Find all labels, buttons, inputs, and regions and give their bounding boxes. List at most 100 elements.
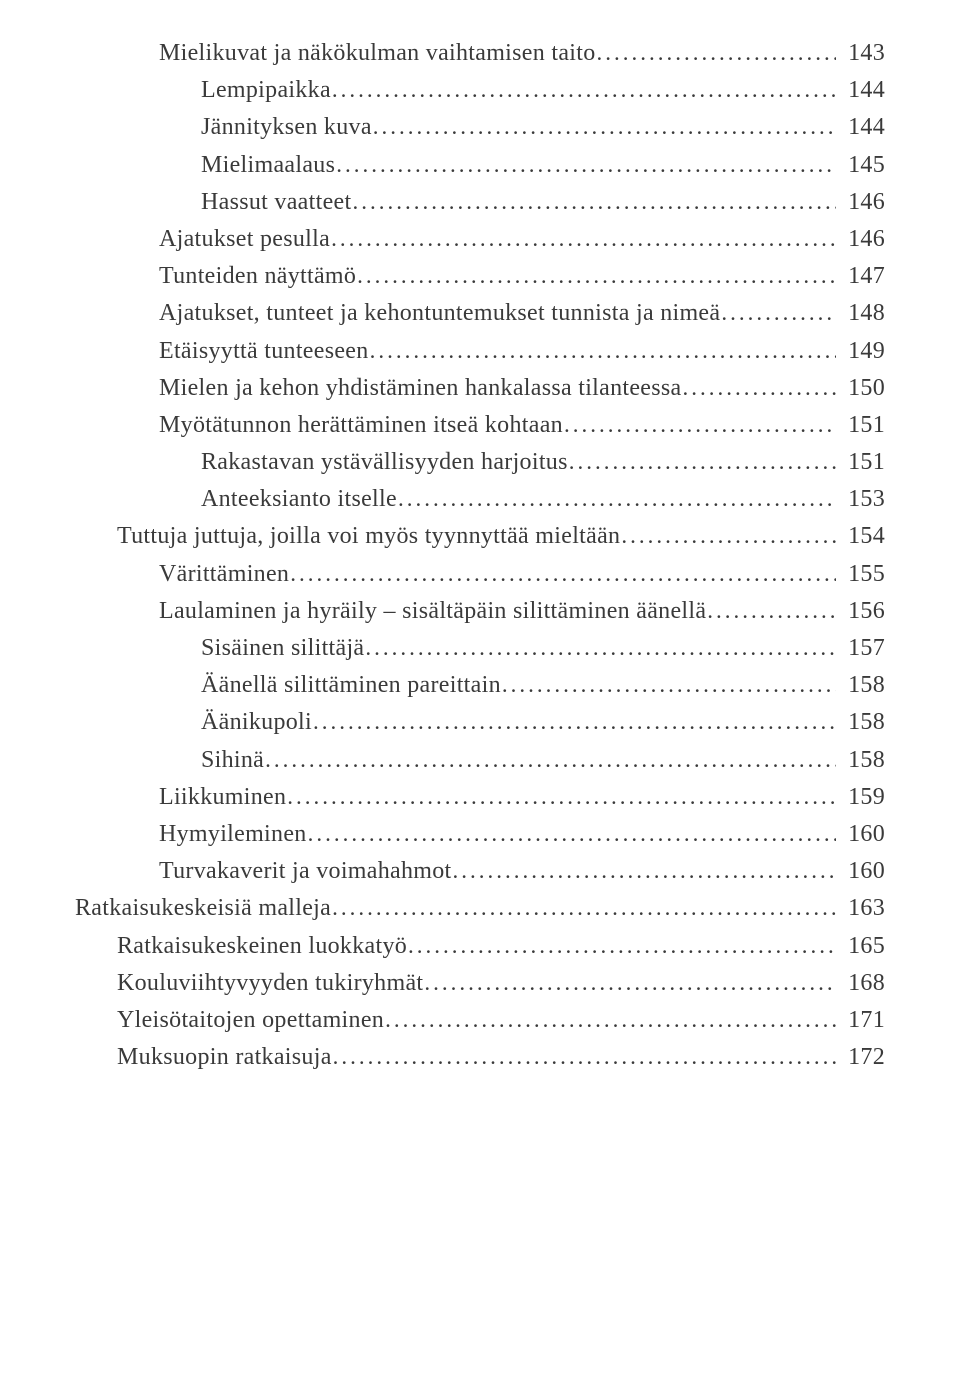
- toc-label: Sisäinen silittäjä: [201, 630, 364, 667]
- toc-page-number: 153: [837, 481, 885, 518]
- toc-leader: ........................................…: [352, 184, 836, 220]
- toc-leader: ........................................…: [398, 481, 836, 517]
- toc-label: Mielen ja kehon yhdistäminen hankalassa …: [159, 370, 682, 407]
- toc-page-number: 151: [837, 444, 885, 481]
- toc-entry: Etäisyyttä tunteeseen...................…: [75, 333, 885, 370]
- toc-entry: Jännityksen kuva........................…: [75, 109, 885, 146]
- toc-page-number: 151: [837, 407, 885, 444]
- toc-page-number: 168: [837, 965, 885, 1002]
- toc-label: Äänellä silittäminen pareittain: [201, 667, 501, 704]
- toc-leader: ........................................…: [424, 965, 836, 1001]
- toc-entry: Mielen ja kehon yhdistäminen hankalassa …: [75, 370, 885, 407]
- toc-leader: ........................................…: [290, 556, 836, 592]
- toc-label: Etäisyyttä tunteeseen: [159, 333, 369, 370]
- toc-label: Myötätunnon herättäminen itseä kohtaan: [159, 407, 563, 444]
- toc-label: Laulaminen ja hyräily – sisältäpäin sili…: [159, 593, 706, 630]
- toc-page-number: 158: [837, 704, 885, 741]
- toc-label: Äänikupoli: [201, 704, 312, 741]
- toc-leader: ........................................…: [365, 630, 836, 666]
- toc-label: Värittäminen: [159, 556, 289, 593]
- toc-leader: ........................................…: [265, 742, 836, 778]
- toc-leader: ........................................…: [385, 1002, 836, 1038]
- toc-leader: ........................................…: [621, 518, 836, 554]
- toc-leader: ........................................…: [333, 1039, 836, 1075]
- toc-page-number: 160: [837, 853, 885, 890]
- toc-entry: Anteeksianto itselle....................…: [75, 481, 885, 518]
- toc-page-number: 146: [837, 184, 885, 221]
- toc-leader: ........................................…: [313, 704, 836, 740]
- toc-entry: Laulaminen ja hyräily – sisältäpäin sili…: [75, 593, 885, 630]
- toc-entry: Mielimaalaus............................…: [75, 147, 885, 184]
- toc-leader: ........................................…: [707, 593, 836, 629]
- toc-label: Mielikuvat ja näkökulman vaihtamisen tai…: [159, 35, 596, 72]
- toc-page-number: 150: [837, 370, 885, 407]
- toc-leader: ........................................…: [331, 221, 836, 257]
- toc-page-number: 149: [837, 333, 885, 370]
- toc-page-number: 157: [837, 630, 885, 667]
- toc-leader: ........................................…: [308, 816, 836, 852]
- toc-entry: Rakastavan ystävällisyyden harjoitus....…: [75, 444, 885, 481]
- toc-page-number: 143: [837, 35, 885, 72]
- toc-entry: Liikkuminen.............................…: [75, 779, 885, 816]
- table-of-contents: Mielikuvat ja näkökulman vaihtamisen tai…: [75, 35, 885, 1076]
- toc-leader: ........................................…: [287, 779, 836, 815]
- toc-label: Ratkaisukeskeinen luokkatyö: [117, 928, 407, 965]
- toc-entry: Äänellä silittäminen pareittain.........…: [75, 667, 885, 704]
- toc-entry: Ratkaisukeskeisiä malleja...............…: [75, 890, 885, 927]
- toc-leader: ........................................…: [597, 35, 836, 71]
- toc-leader: ........................................…: [569, 444, 836, 480]
- toc-page-number: 159: [837, 779, 885, 816]
- toc-label: Kouluviihtyvyyden tukiryhmät: [117, 965, 423, 1002]
- toc-label: Anteeksianto itselle: [201, 481, 397, 518]
- toc-entry: Värittäminen............................…: [75, 556, 885, 593]
- toc-entry: Muksuopin ratkaisuja....................…: [75, 1039, 885, 1076]
- toc-page-number: 160: [837, 816, 885, 853]
- toc-page-number: 156: [837, 593, 885, 630]
- toc-entry: Tuttuja juttuja, joilla voi myös tyynnyt…: [75, 518, 885, 555]
- toc-page-number: 171: [837, 1002, 885, 1039]
- toc-leader: ........................................…: [332, 890, 836, 926]
- toc-page-number: 165: [837, 928, 885, 965]
- toc-entry: Mielikuvat ja näkökulman vaihtamisen tai…: [75, 35, 885, 72]
- toc-page-number: 163: [837, 890, 885, 927]
- toc-entry: Lempipaikka.............................…: [75, 72, 885, 109]
- toc-leader: ........................................…: [683, 370, 837, 406]
- toc-label: Mielimaalaus: [201, 147, 335, 184]
- toc-leader: ........................................…: [408, 928, 836, 964]
- toc-entry: Sihinä..................................…: [75, 742, 885, 779]
- toc-label: Yleisötaitojen opettaminen: [117, 1002, 384, 1039]
- toc-entry: Kouluviihtyvyyden tukiryhmät............…: [75, 965, 885, 1002]
- toc-leader: ........................................…: [564, 407, 836, 443]
- toc-label: Tunteiden näyttämö: [159, 258, 356, 295]
- toc-page-number: 144: [837, 72, 885, 109]
- toc-page-number: 146: [837, 221, 885, 258]
- toc-leader: ........................................…: [336, 147, 836, 183]
- toc-entry: Yleisötaitojen opettaminen..............…: [75, 1002, 885, 1039]
- toc-leader: ........................................…: [332, 72, 836, 108]
- toc-entry: Hassut vaatteet.........................…: [75, 184, 885, 221]
- toc-leader: ........................................…: [357, 258, 836, 294]
- toc-label: Ajatukset, tunteet ja kehontuntemukset t…: [159, 295, 720, 332]
- toc-leader: ........................................…: [453, 853, 837, 889]
- toc-label: Jännityksen kuva: [201, 109, 372, 146]
- toc-label: Ajatukset pesulla: [159, 221, 330, 258]
- toc-page-number: 158: [837, 667, 885, 704]
- toc-label: Ratkaisukeskeisiä malleja: [75, 890, 331, 927]
- toc-leader: ........................................…: [721, 295, 836, 331]
- toc-label: Muksuopin ratkaisuja: [117, 1039, 332, 1076]
- toc-page-number: 144: [837, 109, 885, 146]
- toc-entry: Ajatukset, tunteet ja kehontuntemukset t…: [75, 295, 885, 332]
- toc-leader: ........................................…: [370, 333, 836, 369]
- toc-entry: Ajatukset pesulla.......................…: [75, 221, 885, 258]
- toc-page-number: 155: [837, 556, 885, 593]
- toc-leader: ........................................…: [373, 109, 836, 145]
- toc-entry: Ratkaisukeskeinen luokkatyö.............…: [75, 928, 885, 965]
- toc-page-number: 147: [837, 258, 885, 295]
- toc-label: Tuttuja juttuja, joilla voi myös tyynnyt…: [117, 518, 620, 555]
- toc-label: Turvakaverit ja voimahahmot: [159, 853, 452, 890]
- toc-leader: ........................................…: [502, 667, 836, 703]
- toc-entry: Äänikupoli..............................…: [75, 704, 885, 741]
- toc-page-number: 145: [837, 147, 885, 184]
- toc-label: Hassut vaatteet: [201, 184, 351, 221]
- toc-entry: Turvakaverit ja voimahahmot.............…: [75, 853, 885, 890]
